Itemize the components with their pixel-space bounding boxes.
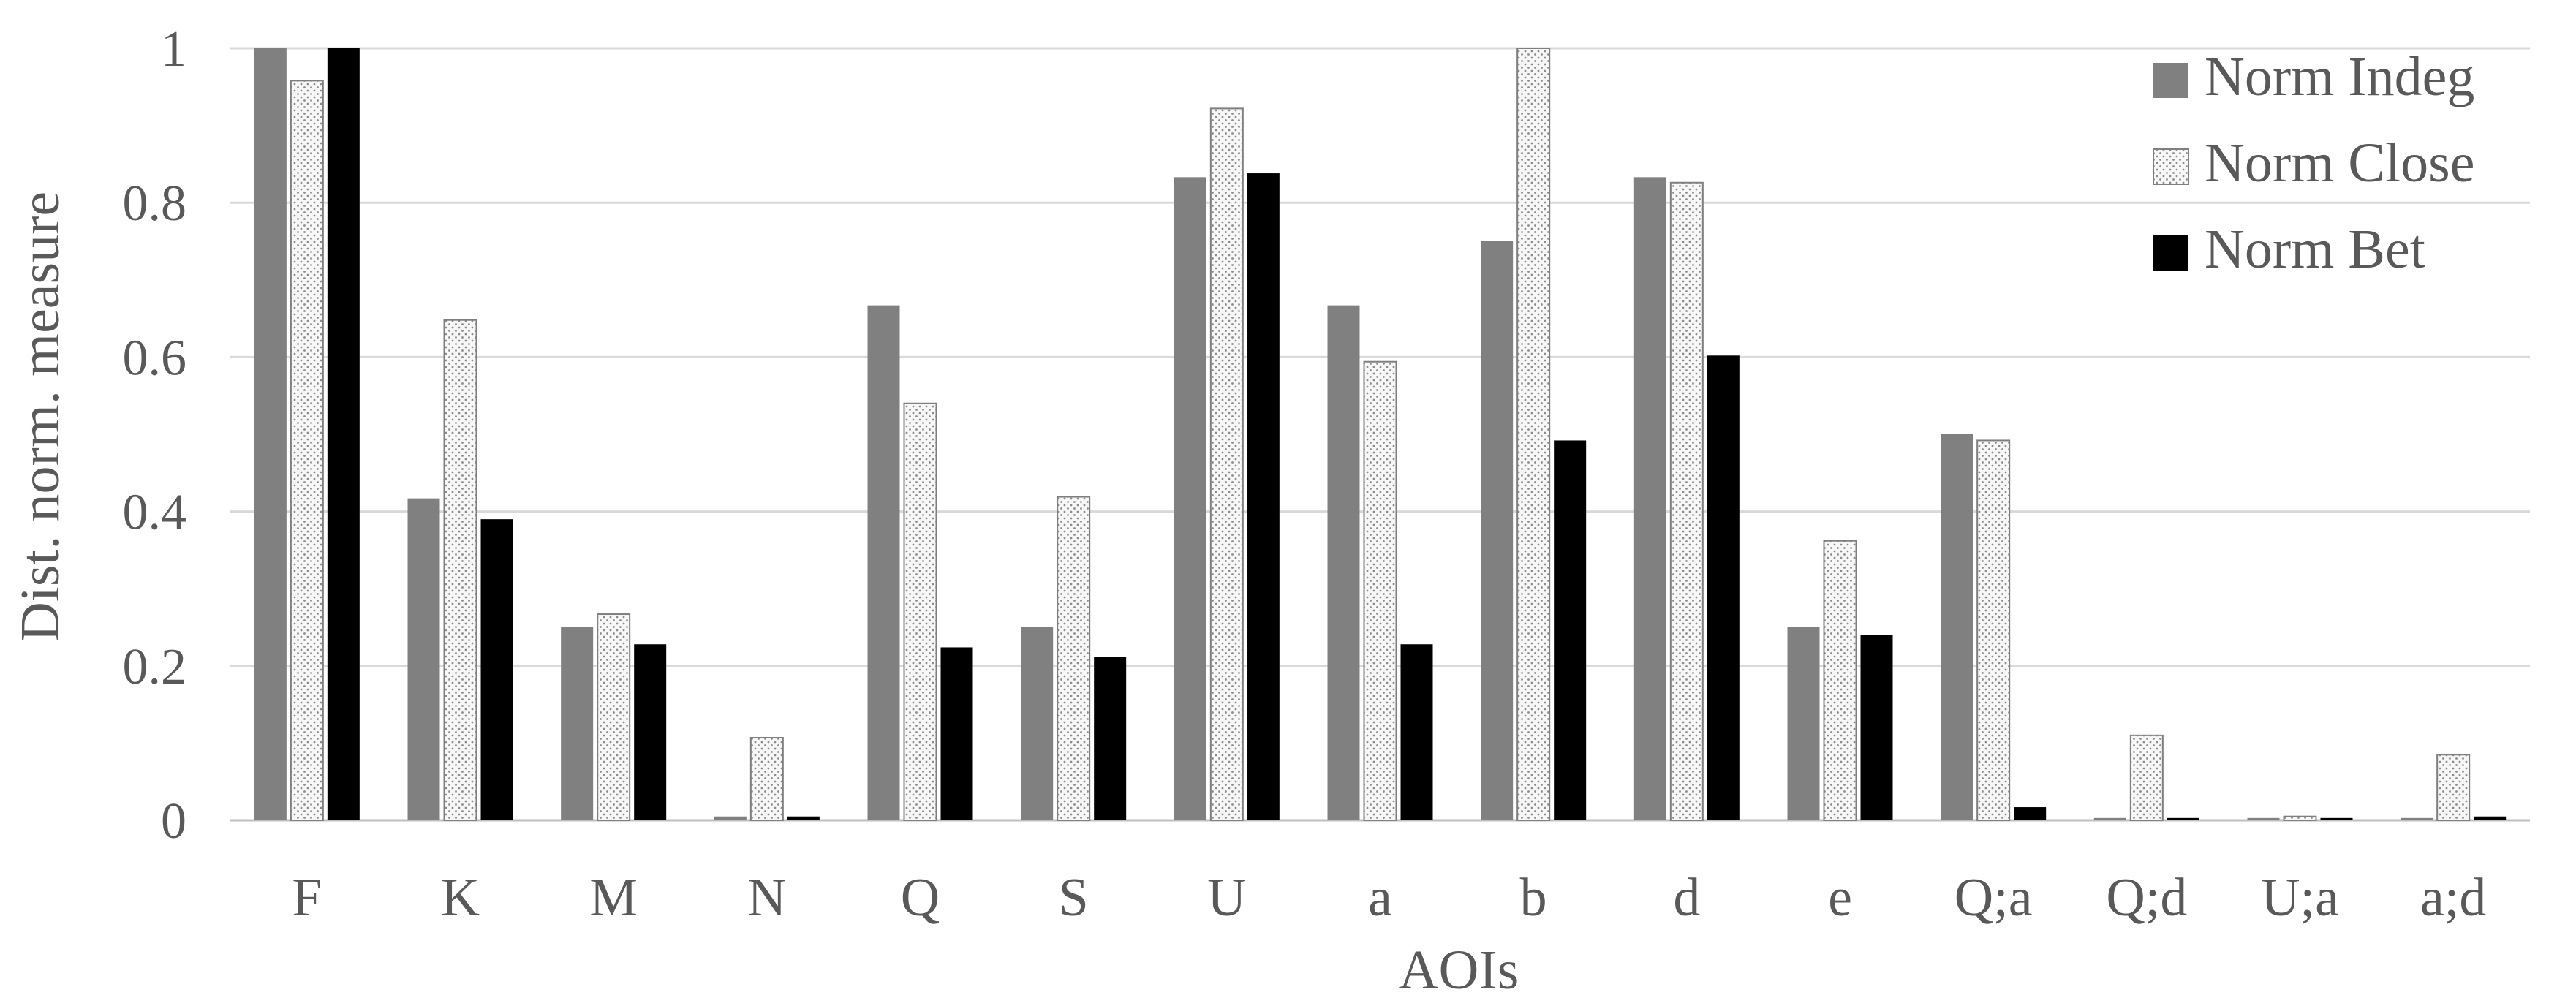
y-tick-label: 1 (161, 21, 186, 77)
bar-norm-bet-b (1554, 440, 1587, 820)
bar-norm-indeg-d (1633, 177, 1666, 821)
bar-norm-close-Q (903, 402, 937, 821)
bar-norm-bet-a (1400, 644, 1433, 820)
x-tick-label: a;d (2420, 868, 2486, 928)
bar-norm-close-b (1516, 48, 1551, 821)
bar-norm-indeg-M (561, 627, 594, 820)
x-tick-label: Q;a (1954, 868, 2033, 928)
legend-label: Norm Indeg (2205, 46, 2474, 107)
y-tick-labels: 0 0.2 0.4 0.6 0.8 1 (123, 21, 187, 850)
bar-norm-bet-F (327, 48, 360, 820)
x-tick-label: M (589, 868, 638, 928)
bar-norm-close-S (1057, 496, 1091, 821)
bar-norm-indeg-a-d (2401, 817, 2433, 820)
bar-norm-close-e (1823, 540, 1857, 822)
bar-norm-indeg-b (1481, 241, 1514, 820)
x-tick-label: e (1828, 868, 1852, 928)
x-tick-label: U (1207, 868, 1246, 928)
y-tick-label: 0.2 (123, 639, 187, 695)
x-tick-label: S (1059, 868, 1089, 928)
x-axis-title: AOIs (1399, 939, 1519, 1001)
bar-norm-close-N (749, 737, 784, 821)
bar-norm-close-U-a (2283, 815, 2317, 821)
bar-norm-close-d (1669, 181, 1704, 821)
bar-norm-close-U (1209, 107, 1244, 822)
bar-norm-close-Q-d (2129, 734, 2164, 822)
legend-label: Norm Bet (2205, 219, 2425, 280)
bar-norm-indeg-Q-d (2093, 817, 2126, 820)
x-tick-label: N (747, 868, 786, 928)
bar-norm-indeg-U-a (2247, 817, 2280, 820)
bar-norm-bet-Q-a (2014, 807, 2047, 820)
bar-norm-bet-Q (940, 647, 973, 820)
bar-norm-bet-M (634, 644, 667, 820)
bar-norm-close-Q-a (1976, 439, 2011, 821)
x-tick-label: d (1673, 868, 1700, 928)
bar-norm-close-F (290, 80, 324, 822)
bars (254, 48, 2507, 822)
bar-norm-bet-d (1707, 355, 1740, 821)
x-tick-label: a (1368, 868, 1392, 928)
legend-swatch (2153, 148, 2189, 185)
x-tick-label: b (1520, 868, 1547, 928)
bar-norm-bet-a-d (2474, 816, 2507, 820)
bar-norm-bet-e (1860, 635, 1893, 820)
legend-swatch (2153, 235, 2188, 271)
bar-norm-indeg-U (1174, 177, 1206, 821)
x-tick-label: K (441, 868, 480, 928)
x-tick-label: U;a (2261, 868, 2339, 928)
y-tick-label: 0.6 (123, 330, 187, 386)
legend: Norm Indeg Norm Close Norm Bet (2153, 46, 2474, 280)
bar-norm-close-a-d (2436, 754, 2471, 821)
x-tick-label: F (292, 868, 322, 928)
bar-norm-close-K (443, 319, 477, 822)
bar-norm-bet-S (1094, 657, 1127, 820)
bar-norm-bet-Q-d (2167, 817, 2199, 820)
y-tick-label: 0.8 (123, 175, 187, 232)
bar-norm-bet-N (787, 816, 820, 820)
bar-norm-bet-U-a (2320, 817, 2353, 820)
bar-norm-indeg-K (407, 498, 440, 820)
y-tick-label: 0.4 (123, 485, 187, 541)
y-axis-title: Dist. norm. measure (10, 192, 71, 642)
y-tick-label: 0 (161, 793, 186, 850)
bar-norm-close-M (597, 613, 631, 821)
bar-norm-indeg-e (1787, 627, 1820, 820)
bar-norm-indeg-F (254, 48, 287, 820)
x-tick-label: Q (901, 868, 940, 928)
bar-norm-indeg-Q-a (1941, 434, 1973, 820)
bar-norm-bet-K (480, 519, 513, 820)
bar-norm-indeg-Q (867, 305, 900, 820)
bar-norm-indeg-N (714, 816, 747, 820)
legend-label: Norm Close (2205, 132, 2474, 194)
legend-swatch (2153, 63, 2188, 98)
bar-norm-indeg-a (1327, 305, 1360, 820)
bar-norm-bet-U (1247, 173, 1280, 820)
bar-norm-indeg-S (1021, 627, 1054, 820)
bar-norm-close-a (1363, 360, 1397, 821)
x-tick-label: Q;d (2106, 868, 2187, 928)
